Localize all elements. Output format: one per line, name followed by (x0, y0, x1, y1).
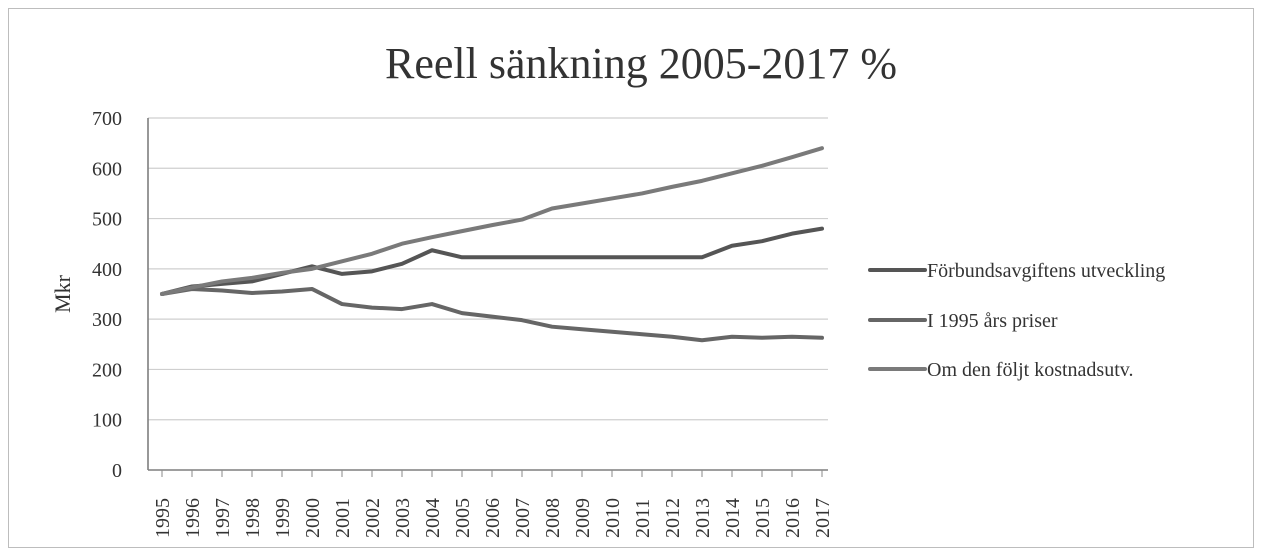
y-tick-label: 500 (92, 209, 122, 231)
x-tick-label: 2015 (752, 498, 774, 538)
legend-label-2: I 1995 års priser (927, 310, 1058, 332)
x-tick-label: 2007 (512, 498, 534, 538)
x-tick-label: 2009 (572, 498, 594, 538)
y-tick-label: 600 (92, 158, 122, 180)
x-tick-label: 2000 (302, 498, 324, 538)
x-tick-label: 1996 (182, 498, 204, 538)
x-tick-label: 2002 (362, 498, 384, 538)
legend-label-1: Förbundsavgiftens utveckling (927, 260, 1165, 282)
y-tick-label: 0 (112, 460, 122, 482)
y-tick-label: 100 (92, 410, 122, 432)
x-tick-label: 2006 (482, 498, 504, 538)
x-tick-label: 2010 (602, 498, 624, 538)
x-tick-label: 1997 (212, 498, 234, 538)
x-tick-label: 1999 (272, 498, 294, 538)
x-tick-label: 2017 (812, 498, 834, 538)
x-tick-label: 2003 (392, 498, 414, 538)
x-tick-label: 2001 (332, 498, 354, 538)
chart-title: Reell sänkning 2005-2017 % (385, 39, 897, 88)
x-tick-label: 2013 (692, 498, 714, 538)
y-tick-label: 200 (92, 359, 122, 381)
legend-label-3: Om den följt kostnadsutv. (927, 359, 1133, 381)
series-line-3 (160, 146, 824, 296)
x-tick-label: 1998 (242, 498, 264, 538)
x-tick-label: 2014 (722, 498, 744, 538)
chart-frame (8, 8, 1254, 548)
series-line-1 (160, 226, 824, 296)
y-tick-label: 400 (92, 259, 122, 281)
x-tick-label: 2012 (662, 498, 684, 538)
x-tick-label: 2011 (632, 499, 654, 538)
y-axis-label: Mkr (50, 274, 75, 313)
series-line-2 (160, 286, 824, 343)
x-tick-label: 2016 (782, 498, 804, 538)
x-tick-label: 2008 (542, 498, 564, 538)
x-tick-label: 2005 (452, 498, 474, 538)
x-tick-label: 1995 (152, 498, 174, 538)
y-tick-label: 700 (92, 108, 122, 130)
y-tick-label: 300 (92, 309, 122, 331)
x-tick-label: 2004 (422, 498, 444, 538)
